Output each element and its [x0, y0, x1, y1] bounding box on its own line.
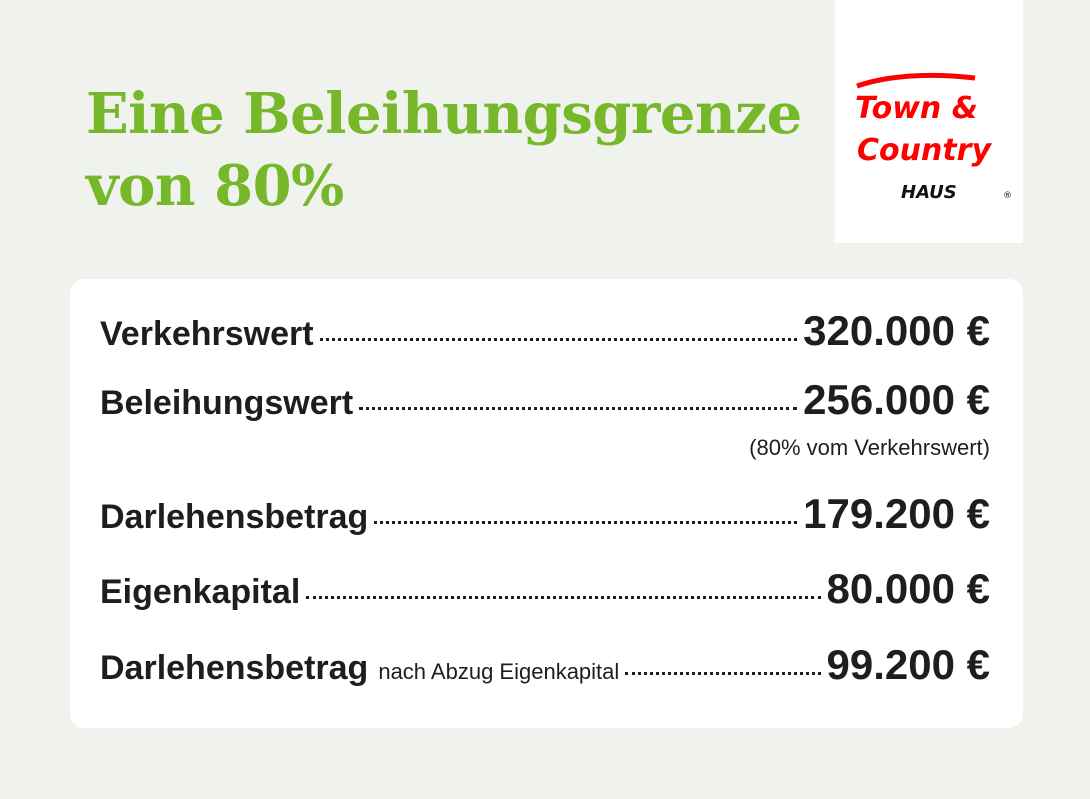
row-value: 179.200 € — [803, 490, 990, 537]
row-verkehrswert: Verkehrswert 320.000 € — [100, 307, 990, 355]
row-darlehensbetrag: Darlehensbetrag 179.200 € — [100, 490, 990, 538]
title-line-1: Eine Beleihungsgrenze — [86, 81, 802, 147]
logo-line-1: Town & — [855, 91, 978, 126]
page-title: Eine Beleihungsgrenze von 80% — [86, 78, 802, 222]
row-eigenkapital: Eigenkapital 80.000 € — [100, 565, 990, 613]
dotted-leader — [319, 338, 798, 341]
row-beleihungswert: Beleihungswert 256.000 € — [100, 376, 990, 424]
row-label: Eigenkapital — [100, 573, 301, 611]
dotted-leader — [374, 521, 798, 524]
row-value: 99.200 € — [826, 641, 991, 688]
title-line-2: von 80% — [86, 153, 344, 219]
row-label: Darlehensbetrag — [100, 649, 369, 687]
logo-registered: ® — [1003, 191, 1012, 201]
dotted-leader — [625, 672, 821, 675]
dotted-leader — [306, 596, 821, 599]
row-label: Beleihungswert — [100, 384, 354, 422]
town-country-logo: Town & Country HAUS ® — [835, 0, 1023, 243]
row-note: (80% vom Verkehrswert) — [749, 435, 990, 460]
calculation-card: Verkehrswert 320.000 € Beleihungswert 25… — [70, 279, 1023, 728]
row-sublabel: nach Abzug Eigenkapital — [378, 659, 620, 684]
row-value: 256.000 € — [803, 376, 990, 423]
row-label: Verkehrswert — [100, 315, 314, 353]
row-value: 320.000 € — [803, 307, 990, 354]
dotted-leader — [359, 407, 798, 410]
logo-line-3: HAUS — [901, 182, 957, 203]
logo-line-2: Country — [857, 133, 992, 168]
row-label: Darlehensbetrag — [100, 498, 369, 536]
row-darlehensbetrag-nach-abzug: Darlehensbetrag nach Abzug Eigenkapital … — [100, 641, 990, 689]
row-value: 80.000 € — [826, 565, 991, 612]
